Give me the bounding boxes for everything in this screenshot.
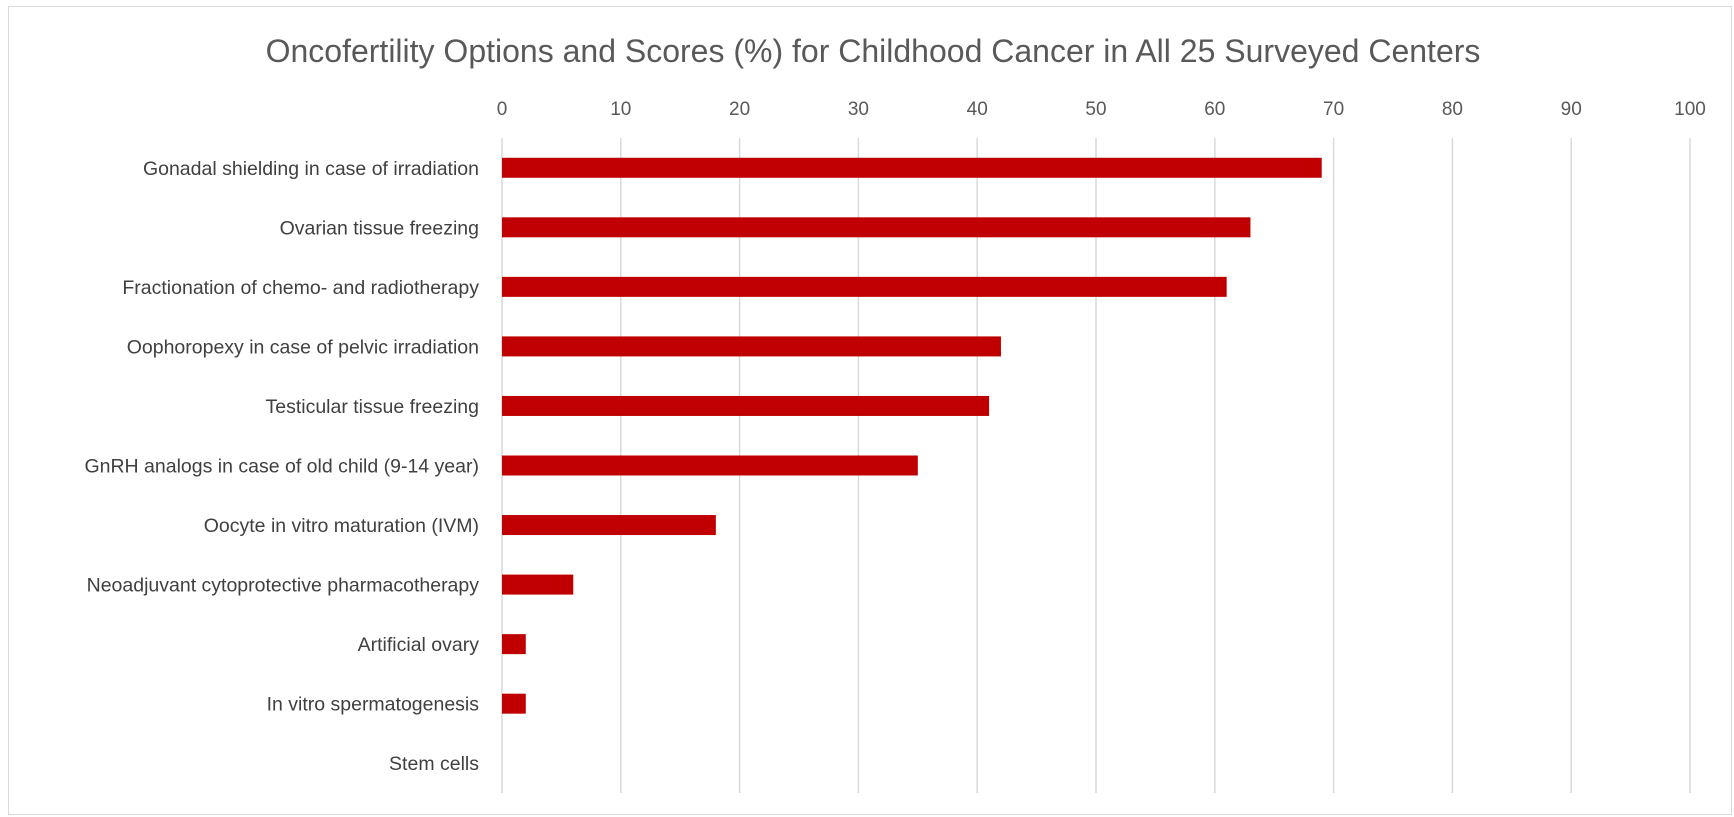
x-tick-label: 50 [1085,99,1106,120]
x-tick-label: 30 [848,99,869,120]
bar [502,574,574,595]
bar [502,515,716,536]
category-label: Stem cells [389,753,479,775]
bar [502,455,918,476]
bar [502,217,1251,238]
x-tick-label: 10 [610,99,631,120]
gridlines [501,138,1691,793]
bar [502,336,1001,357]
bar [502,395,990,416]
category-label: Ovarian tissue freezing [280,217,479,239]
x-tick-label: 0 [497,99,508,120]
category-label: Gonadal shielding in case of irradiation [143,158,479,180]
category-label: GnRH analogs in case of old child (9-14 … [84,456,479,478]
x-tick-label: 20 [729,99,750,120]
bar [502,693,526,714]
category-label: Neoadjuvant cytoprotective pharmacothera… [87,575,480,597]
x-axis-tick-labels: 0 10 20 30 40 50 60 70 80 90 100 [497,99,1706,120]
category-label: Artificial ovary [358,634,480,656]
x-tick-label: 80 [1442,99,1463,120]
category-label: Oophoropexy in case of pelvic irradiatio… [127,336,479,358]
x-tick-label: 40 [967,99,988,120]
bar [502,157,1322,178]
x-tick-label: 100 [1674,99,1706,120]
category-label: Fractionation of chemo- and radiotherapy [122,277,479,299]
chart-title: Oncofertility Options and Scores (%) for… [266,33,1481,69]
x-tick-label: 60 [1204,99,1225,120]
x-tick-label: 90 [1561,99,1582,120]
category-label: Oocyte in vitro maturation (IVM) [204,515,479,537]
x-tick-label: 70 [1323,99,1344,120]
bar [502,276,1227,297]
category-label: Testicular tissue freezing [265,396,479,418]
category-labels: Gonadal shielding in case of irradiation… [84,158,479,775]
bars [502,157,1322,714]
category-label: In vitro spermatogenesis [267,694,480,716]
bar [502,634,526,655]
